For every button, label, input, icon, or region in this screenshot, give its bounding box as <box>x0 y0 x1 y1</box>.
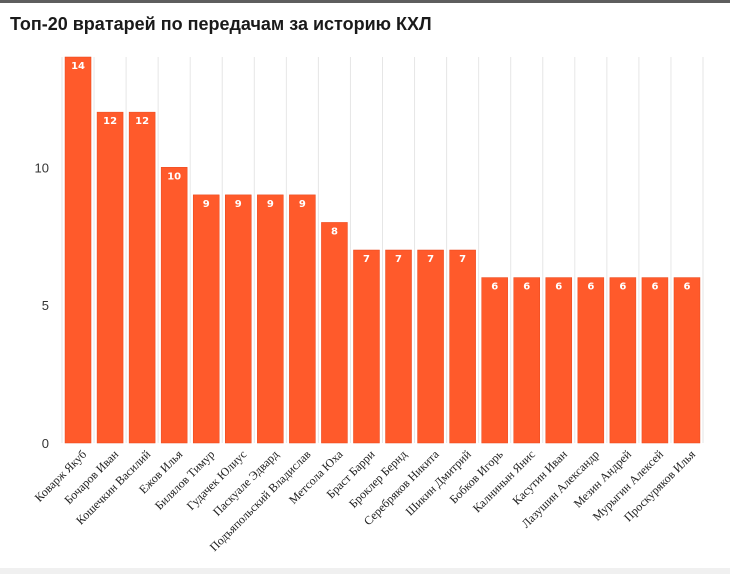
bar <box>385 249 412 444</box>
data-label: 9 <box>299 199 306 210</box>
bar <box>289 194 316 444</box>
data-label: 8 <box>331 226 338 237</box>
data-label: 6 <box>683 282 690 293</box>
data-label: 6 <box>523 282 530 293</box>
data-label: 12 <box>103 116 117 127</box>
data-label: 9 <box>203 199 210 210</box>
bar <box>128 111 156 444</box>
data-label: 7 <box>459 254 466 265</box>
bar <box>545 277 573 444</box>
bar <box>64 56 92 444</box>
bar <box>160 167 188 444</box>
data-label: 6 <box>651 282 658 293</box>
bar <box>353 249 380 444</box>
bar <box>449 249 476 444</box>
y-tick-label: 10 <box>35 160 49 175</box>
grid-layer <box>61 57 704 443</box>
y-axis-ticks: 0 5 10 <box>35 160 49 451</box>
data-label: 6 <box>491 282 498 293</box>
data-label: 7 <box>427 254 434 265</box>
y-tick-label: 5 <box>42 298 49 313</box>
data-label: 7 <box>395 254 402 265</box>
data-label: 12 <box>135 116 149 127</box>
data-label: 6 <box>555 282 562 293</box>
bar <box>321 222 348 444</box>
data-label: 14 <box>71 61 85 72</box>
bar <box>641 277 669 444</box>
bar <box>673 277 701 444</box>
data-label: 6 <box>587 282 594 293</box>
bar <box>513 277 540 444</box>
bottom-strip <box>0 568 730 574</box>
value-labels: 14 12 12 10 9 9 9 9 8 7 7 7 7 6 6 6 6 6 6 6 <box>71 61 690 293</box>
data-label: 9 <box>235 199 242 210</box>
bar <box>225 194 252 444</box>
top-rule <box>0 0 730 3</box>
data-label: 10 <box>167 171 181 182</box>
bar <box>481 277 508 444</box>
y-tick-label: 0 <box>42 436 49 451</box>
bar <box>192 194 220 444</box>
bar <box>609 277 637 444</box>
bar <box>417 249 444 444</box>
data-label: 9 <box>267 199 274 210</box>
bars <box>64 56 701 444</box>
bar <box>577 277 605 444</box>
chart-title: Топ-20 вратарей по передачам за историю … <box>10 14 432 34</box>
data-label: 6 <box>619 282 626 293</box>
data-label: 7 <box>363 254 370 265</box>
bar <box>257 194 284 444</box>
bar <box>96 111 124 444</box>
